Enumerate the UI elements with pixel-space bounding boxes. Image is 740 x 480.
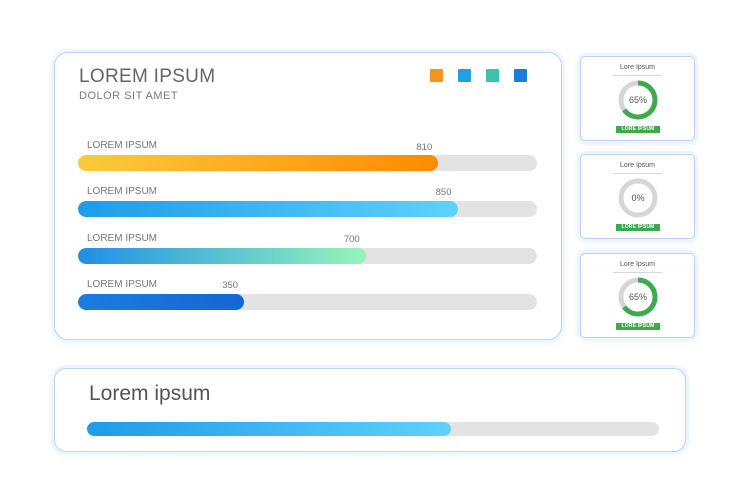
progress-fill [78,248,366,264]
divider [613,75,662,76]
bar-value: 350 [222,280,239,291]
donut-ring [618,277,658,317]
status-badge: LORE IPSUM [616,323,660,330]
donut-chart [618,277,658,317]
bar-label: LOREM IPSUM [87,140,158,151]
progress-fill [78,155,439,171]
bar-label: LOREM IPSUM [87,279,158,290]
side-card-title: Lore Ipsum [619,162,656,169]
panel-subtitle: DOLOR SIT AMET [79,90,179,102]
status-badge: LORE IPSUM [616,224,660,231]
bar-value: 700 [343,234,360,245]
orange-square-icon [430,69,443,82]
progress-fill [87,422,451,436]
bar-value: 850 [435,187,452,198]
bar-label: LOREM IPSUM [87,186,158,197]
side-stat-card: Lore Ipsum 65% LORE IPSUM [580,56,695,141]
side-card-title: Lore Ipsum [619,64,656,71]
donut-percent: 0% [631,193,645,203]
donut-ring [618,80,658,120]
blue-square-icon [458,69,471,82]
stats-panel: LOREM IPSUM DOLOR SIT AMET LOREM IPSUM 8… [54,52,562,340]
divider [613,272,662,273]
bar-label: LOREM IPSUM [87,233,158,244]
teal-square-icon [486,69,499,82]
progress-track [78,155,537,171]
divider [613,173,662,174]
dark-blue-square-icon [514,69,527,82]
progress-track [78,248,537,264]
donut-chart [618,178,658,218]
donut-percent: 65% [628,95,647,105]
progress-track [78,201,537,217]
donut-percent: 65% [628,292,647,302]
side-card-title: Lore Ipsum [619,261,656,268]
donut-chart [618,80,658,120]
donut-track [618,178,658,218]
progress-track [87,422,659,436]
bottom-panel-title: Lorem ipsum [89,382,211,405]
side-stat-card: Lore Ipsum 65% LORE IPSUM [580,253,695,338]
bar-value: 810 [416,142,433,153]
status-badge: LORE IPSUM [616,126,660,133]
progress-track [78,294,537,310]
side-stat-card: Lore Ipsum 0% LORE IPSUM [580,154,695,239]
bottom-progress-panel: Lorem ipsum [54,368,686,452]
progress-fill [78,201,458,217]
panel-title: LOREM IPSUM [79,66,216,87]
progress-fill [78,294,245,310]
